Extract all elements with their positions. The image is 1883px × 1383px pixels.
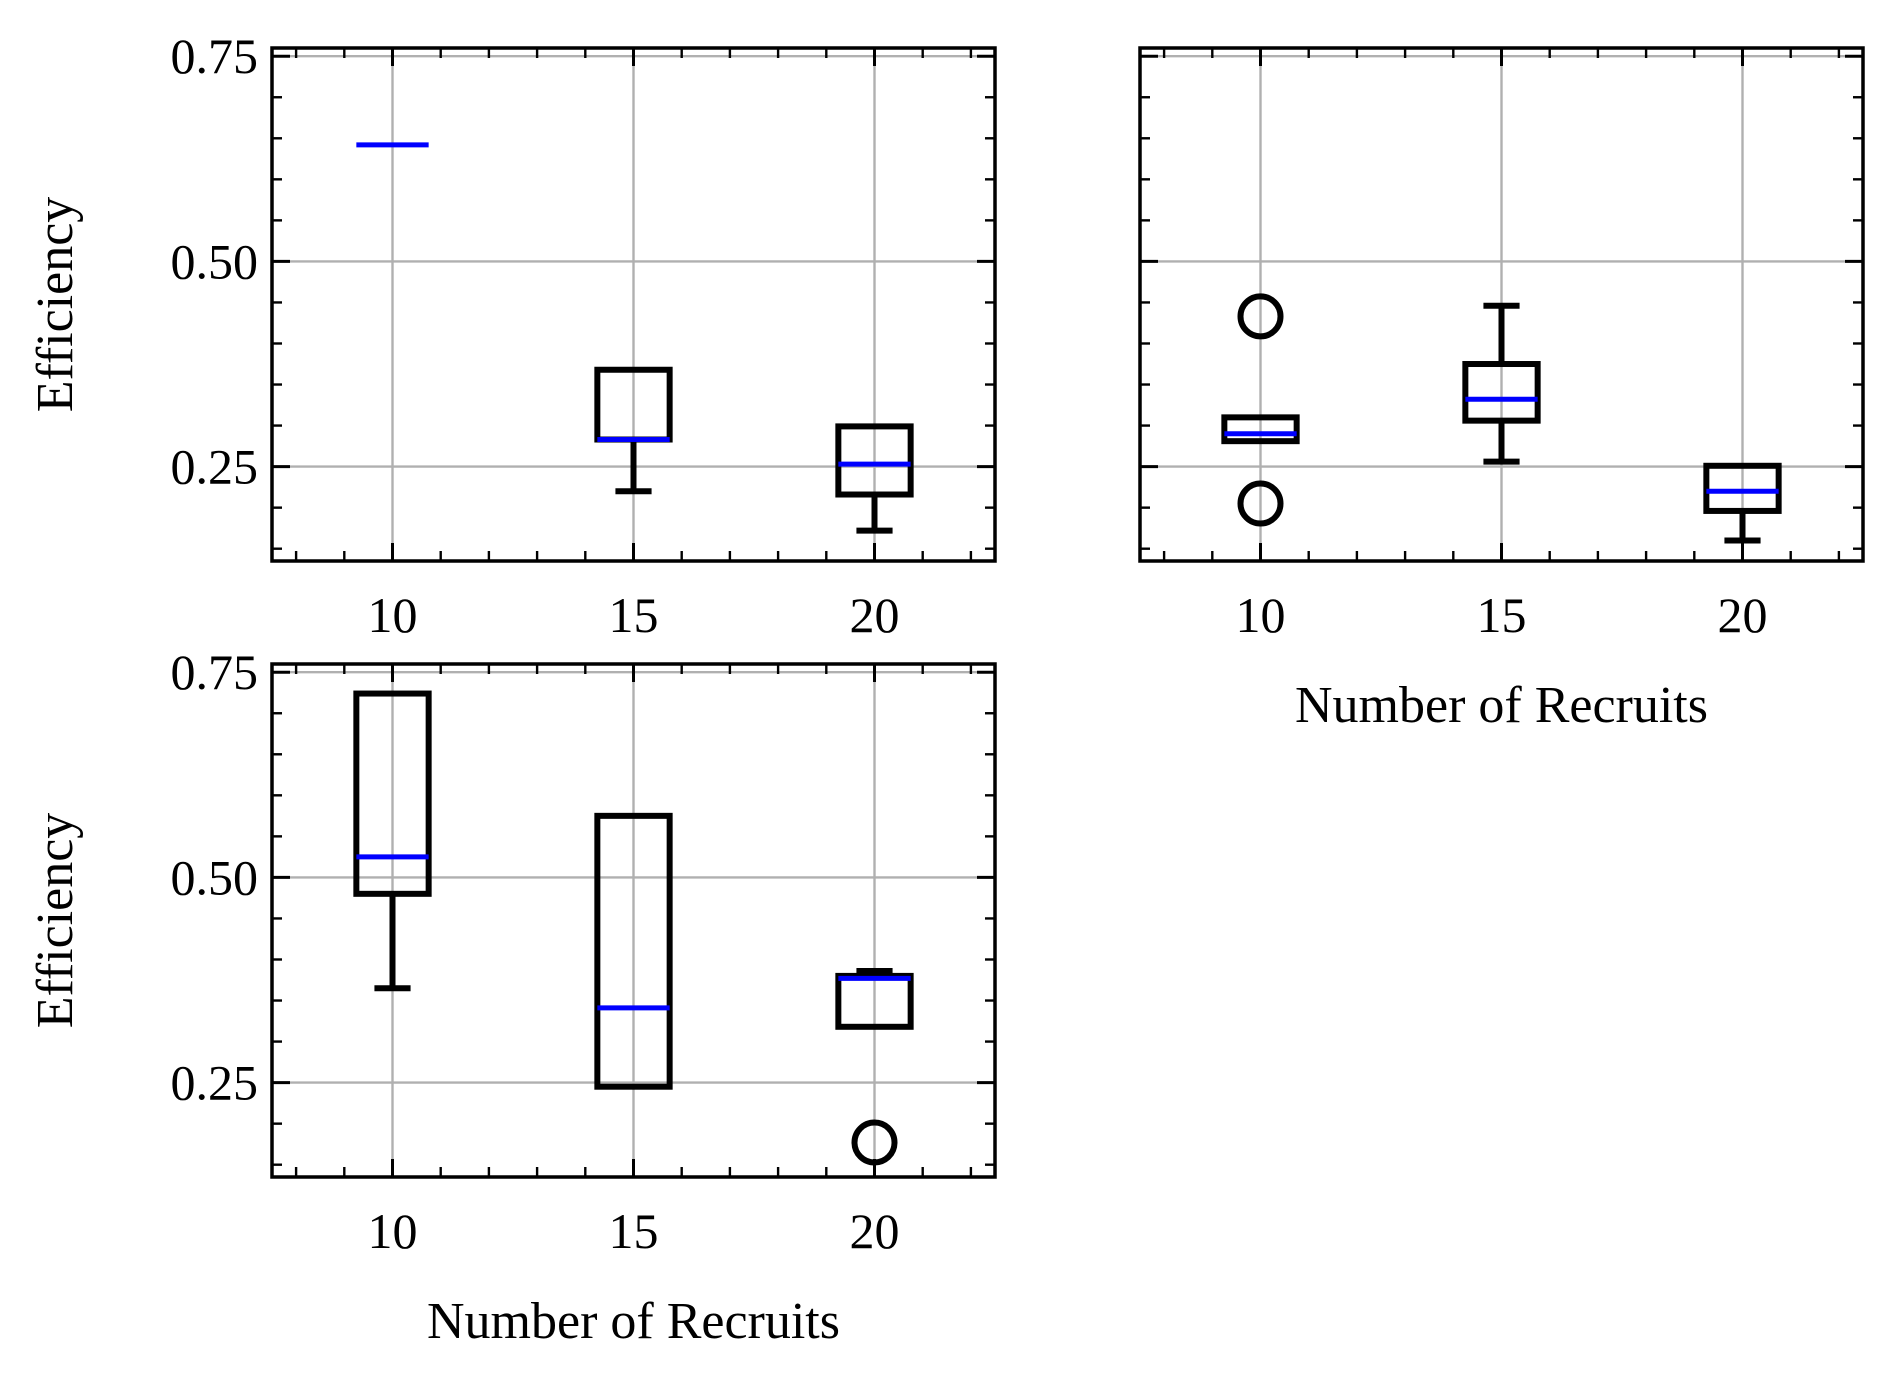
x-tick-label: 15 (1477, 587, 1527, 643)
x-tick-label: 15 (609, 587, 659, 643)
y-tick-label: 0.75 (171, 644, 259, 700)
panel-bottom-left: 0.75 0.50 0.25 10 15 20 Efficiency Numbe… (27, 644, 997, 1350)
x-tick-label: 10 (368, 587, 418, 643)
box-group (1221, 293, 1782, 544)
y-tick-labels: 0.75 0.50 0.25 (171, 644, 259, 1110)
box-body (1221, 414, 1300, 445)
x-tick-label: 10 (1236, 587, 1286, 643)
x-tick-label: 20 (850, 587, 900, 643)
y-axis-label: Efficiency (27, 197, 84, 413)
x-tick-label: 15 (609, 1203, 659, 1259)
outlier-point (1237, 293, 1284, 340)
x-tick-labels: 10 15 20 (368, 1203, 900, 1259)
x-tick-label: 20 (1718, 587, 1768, 643)
outlier-point (1237, 480, 1284, 527)
box-body (594, 812, 673, 1090)
x-tick-labels: 10 15 20 (368, 587, 900, 643)
y-tick-label: 0.50 (171, 233, 259, 289)
minor-ticks (272, 48, 995, 561)
minor-ticks (1140, 48, 1863, 561)
x-axis-label: Number of Recruits (1295, 677, 1708, 734)
outlier-point (851, 1119, 898, 1166)
x-axis-label: Number of Recruits (427, 1293, 840, 1350)
box-body (353, 690, 432, 897)
y-tick-label: 0.50 (171, 849, 259, 905)
major-ticks (1140, 48, 1863, 561)
minor-ticks (272, 664, 995, 1177)
major-ticks (272, 664, 995, 1177)
grid-lines (272, 664, 995, 1177)
x-tick-label: 20 (850, 1203, 900, 1259)
y-tick-label: 0.25 (171, 1055, 259, 1111)
x-tick-labels: 10 15 20 (1236, 587, 1768, 643)
panel-top-left: 0.75 0.50 0.25 10 15 20 Efficiency (27, 28, 997, 643)
y-tick-label: 0.25 (171, 439, 259, 495)
box-group (353, 690, 914, 1166)
y-tick-label: 0.75 (171, 28, 259, 84)
major-ticks (272, 48, 995, 561)
box-group (356, 142, 914, 534)
x-tick-label: 10 (368, 1203, 418, 1259)
panel-top-right: 10 15 20 Number of Recruits (1138, 46, 1865, 734)
box-body (1462, 361, 1541, 424)
box-body (835, 423, 914, 498)
box-body (1703, 462, 1782, 514)
y-tick-labels: 0.75 0.50 0.25 (171, 28, 259, 494)
y-axis-label: Efficiency (27, 813, 84, 1029)
